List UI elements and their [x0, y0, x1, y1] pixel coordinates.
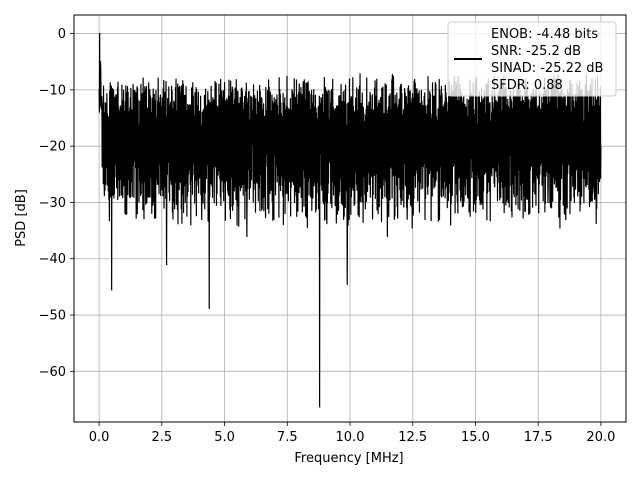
- y-tick-label: −60: [39, 365, 66, 380]
- psd-data-point: [477, 151, 479, 153]
- psd-data-point: [537, 156, 539, 159]
- psd-data-point: [356, 145, 359, 147]
- psd-data-point: [565, 218, 567, 220]
- psd-data-point: [467, 196, 469, 198]
- y-tick-label: −40: [39, 252, 66, 267]
- psd-data-point: [102, 156, 104, 159]
- psd-data-point: [557, 168, 559, 170]
- x-tick-label: 10.0: [336, 430, 365, 445]
- psd-data-point: [387, 235, 389, 237]
- psd-data-point: [111, 289, 113, 291]
- psd-data-point: [497, 156, 499, 159]
- psd-data-point: [166, 263, 168, 265]
- psd-data-point: [254, 156, 256, 159]
- psd-data-point: [98, 89, 100, 91]
- ticks: 0.0 2.5 5.0 7.5 10.0 12.5 15.0 17.5 20.0 0 −10 −20 −…: [39, 27, 616, 445]
- psd-data-point: [138, 173, 140, 175]
- y-tick-label: 0: [58, 27, 66, 42]
- x-tick-label: 15.0: [461, 430, 490, 445]
- legend-entry-enob: ENOB: -4.48 bits: [491, 27, 598, 42]
- legend-entry-sinad: SINAD: -25.22 dB: [491, 61, 603, 76]
- psd-data-point: [274, 139, 276, 142]
- y-tick-label: −50: [39, 309, 66, 324]
- psd-data-point: [156, 151, 158, 153]
- y-tick-label: −30: [39, 196, 66, 211]
- x-tick-label: 20.0: [586, 430, 615, 445]
- psd-data-point: [575, 151, 577, 153]
- y-tick-label: −20: [39, 140, 66, 155]
- legend-entry-sfdr: SFDR: 0.88: [491, 78, 563, 93]
- psd-data-point: [108, 173, 110, 175]
- psd-data-point: [106, 139, 108, 142]
- psd-data-point: [457, 162, 459, 164]
- psd-data-point: [437, 156, 439, 159]
- psd-data-point: [218, 156, 221, 159]
- psd-data-point: [547, 201, 549, 204]
- psd-data-point: [366, 179, 369, 181]
- psd-data-point: [101, 106, 103, 108]
- psd-data-point: [592, 168, 594, 170]
- psd-data-point: [99, 61, 102, 63]
- psd-data-point: [123, 184, 125, 187]
- x-tick-label: 17.5: [524, 430, 553, 445]
- psd-data-point: [228, 184, 231, 187]
- psd-data-point: [329, 156, 331, 159]
- psd-data-point: [507, 201, 509, 204]
- psd-data-point: [294, 201, 296, 204]
- legend-entry-snr: SNR: -25.2 dB: [491, 44, 581, 59]
- y-axis-label: PSD [dB]: [14, 189, 29, 247]
- psd-data-point: [193, 156, 196, 159]
- x-axis-label: Frequency [MHz]: [294, 451, 403, 466]
- legend: ENOB: -4.48 bits SNR: -25.2 dB SINAD: -2…: [447, 21, 617, 97]
- y-tick-label: −10: [39, 83, 66, 98]
- psd-data-point: [397, 162, 399, 164]
- psd-data-point: [264, 196, 266, 198]
- psd-data-point: [600, 145, 602, 147]
- psd-data-point: [99, 32, 101, 35]
- psd-data-point: [424, 218, 426, 220]
- psd-data-point: [173, 134, 175, 136]
- x-tick-label: 2.5: [151, 430, 172, 445]
- psd-data-point: [517, 173, 519, 175]
- psd-data-point: [407, 196, 409, 198]
- x-tick-label: 7.5: [277, 430, 298, 445]
- psd-data-point: [201, 218, 203, 220]
- psd-data-point: [304, 156, 306, 159]
- psd-data-point: [116, 151, 118, 153]
- psd-data-point: [339, 190, 341, 192]
- psd-data-point: [208, 307, 211, 309]
- psd-data-point: [148, 196, 150, 198]
- psd-data-point: [377, 151, 379, 153]
- psd-data-point: [417, 145, 419, 147]
- psd-data-point: [346, 283, 349, 285]
- psd-data-point: [311, 179, 313, 181]
- psd-data-point: [103, 179, 105, 181]
- psd-data-point: [585, 184, 587, 187]
- psd-data-point: [183, 184, 185, 187]
- psd-data-point: [487, 190, 489, 192]
- psd-data-point: [319, 406, 321, 408]
- x-tick-label: 0.0: [89, 430, 110, 445]
- x-tick-label: 5.0: [214, 430, 235, 445]
- psd-data-point: [131, 128, 133, 130]
- psd-data-point: [246, 235, 248, 237]
- x-tick-label: 12.5: [398, 430, 427, 445]
- legend-box: [447, 21, 617, 97]
- psd-data-point: [284, 173, 286, 175]
- psd-data-point: [527, 190, 529, 192]
- psd-data-point: [447, 184, 449, 187]
- psd-data-point: [236, 145, 238, 147]
